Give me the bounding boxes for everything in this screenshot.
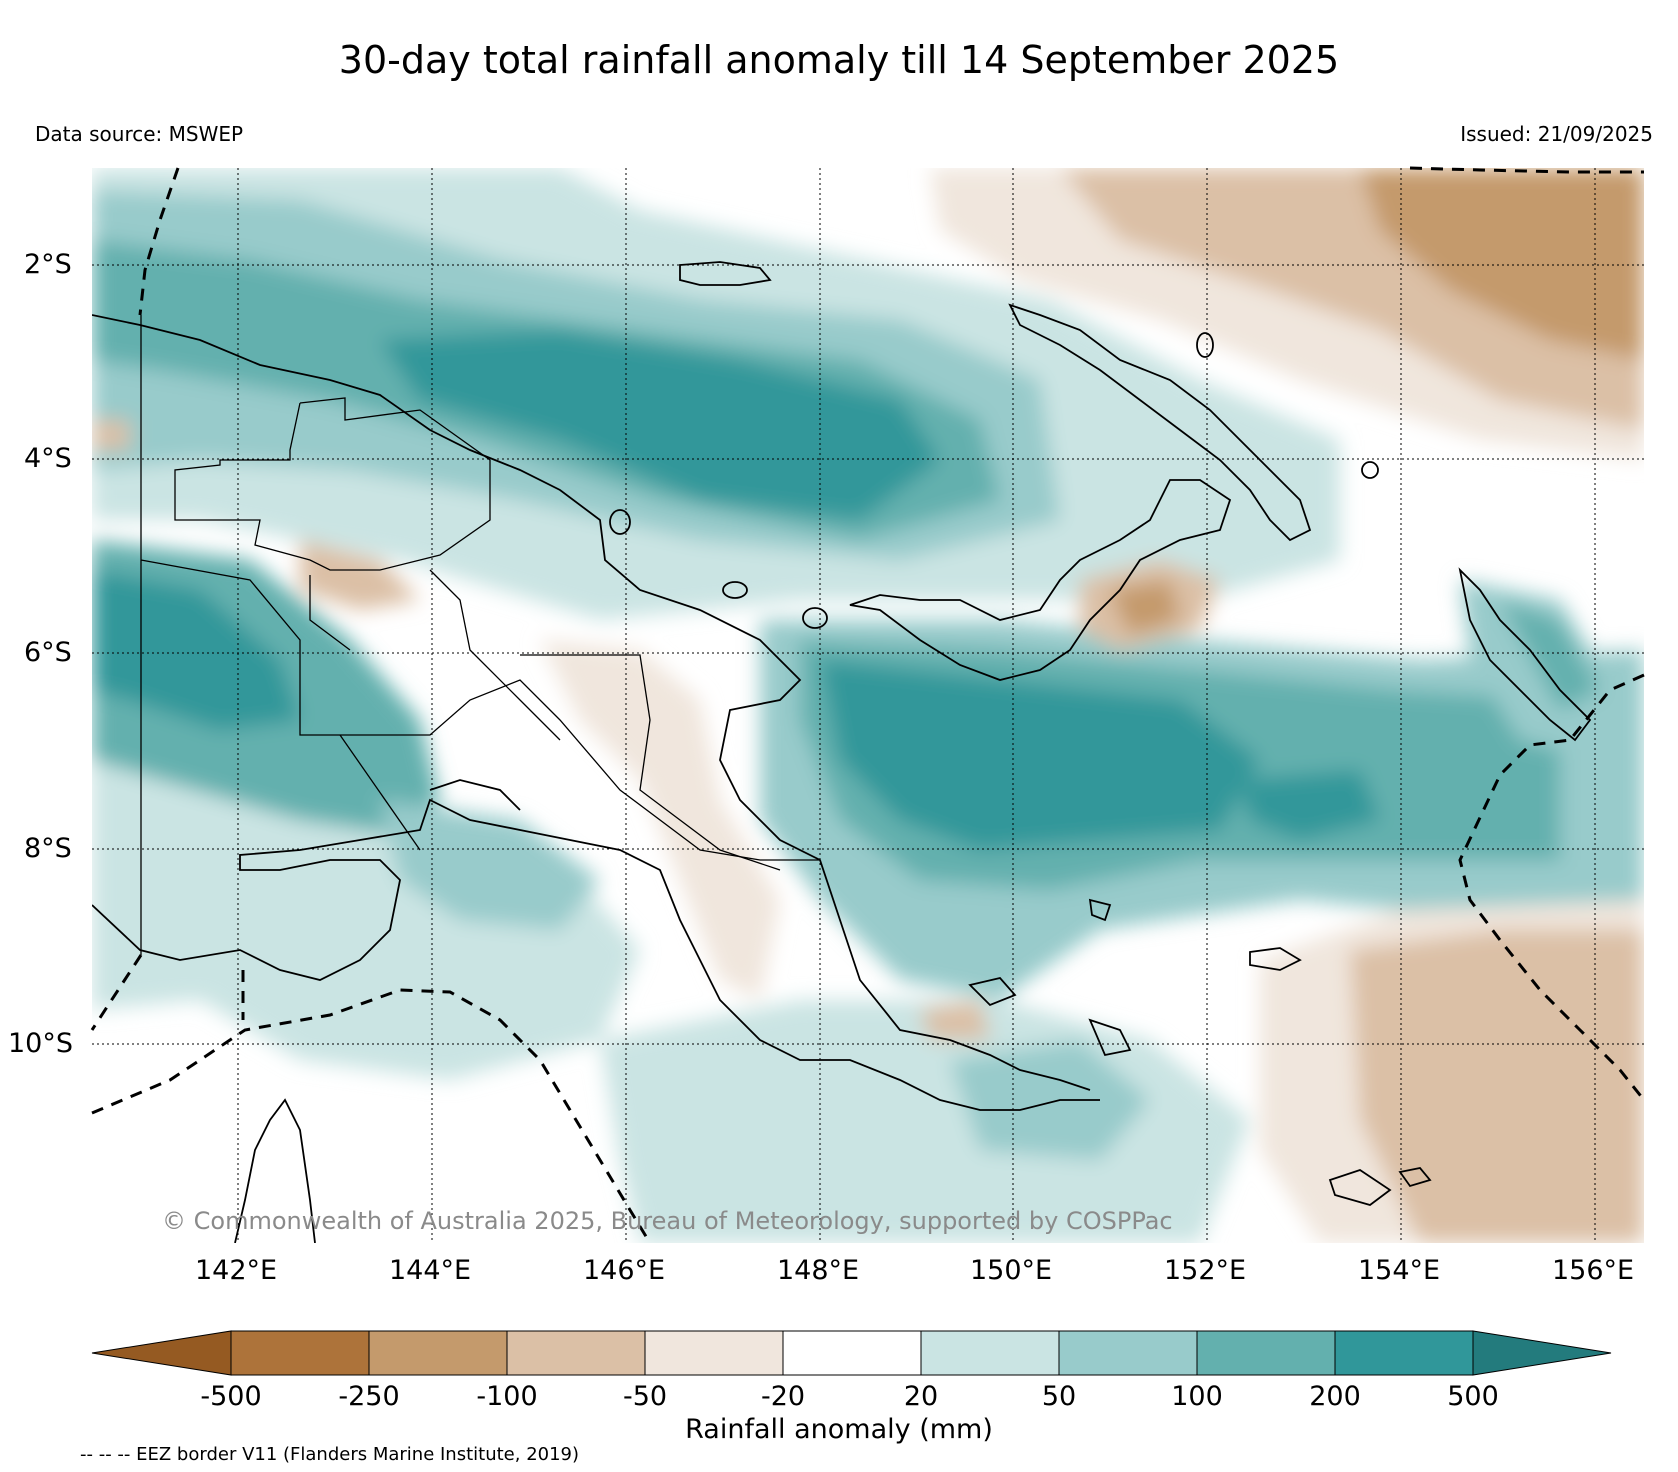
colorbar-tick-label: 100 <box>1171 1381 1223 1412</box>
colorbar-extend-low <box>91 1330 232 1376</box>
colorbar-bin <box>782 1330 922 1376</box>
colorbar-tick-label: 20 <box>903 1381 939 1412</box>
province-borders <box>140 315 820 955</box>
eez-border-note: -- -- -- EEZ border V11 (Flanders Marine… <box>80 1444 580 1465</box>
colorbar-bin <box>1058 1330 1198 1376</box>
copyright-notice: © Commonwealth of Australia 2025, Bureau… <box>162 1207 1173 1235</box>
colorbar-title: Rainfall anomaly (mm) <box>685 1414 993 1445</box>
colorbar-tick-label: 50 <box>1041 1381 1077 1412</box>
lon-tick-label: 142°E <box>195 1255 278 1286</box>
lon-tick-label: 154°E <box>1358 1255 1441 1286</box>
colorbar-tick-label: -100 <box>476 1381 538 1412</box>
colorbar-tick-label: -20 <box>760 1381 806 1412</box>
lat-tick-label: 4°S <box>24 443 72 474</box>
colorbar-bin <box>368 1330 508 1376</box>
lon-tick-label: 150°E <box>970 1255 1053 1286</box>
issued-date-label: Issued: 21/09/2025 <box>1460 122 1653 146</box>
colorbar-bin <box>644 1330 784 1376</box>
data-source-label: Data source: MSWEP <box>35 122 244 146</box>
colorbar-bin <box>1334 1330 1474 1376</box>
chart-title: 30-day total rainfall anomaly till 14 Se… <box>338 38 1340 82</box>
gridlines <box>92 168 1644 1243</box>
colorbar-bin <box>230 1330 370 1376</box>
coastline <box>92 261 1592 1243</box>
colorbar <box>91 1330 1612 1376</box>
colorbar-extend-high <box>1472 1330 1612 1376</box>
colorbar-bin <box>506 1330 646 1376</box>
colorbar-bin <box>920 1330 1060 1376</box>
colorbar-tick-label: 500 <box>1447 1381 1499 1412</box>
lat-tick-label: 6°S <box>24 637 72 668</box>
colorbar-tick-label: -50 <box>622 1381 668 1412</box>
lon-tick-label: 156°E <box>1552 1255 1635 1286</box>
colorbar-tick-label: -250 <box>338 1381 400 1412</box>
colorbar-bin <box>1196 1330 1336 1376</box>
lat-tick-label: 10°S <box>8 1028 73 1059</box>
colorbar-tick-label: -500 <box>200 1381 262 1412</box>
lon-tick-label: 144°E <box>389 1255 472 1286</box>
lat-tick-label: 8°S <box>24 833 72 864</box>
eez-border <box>90 166 1646 1244</box>
colorbar-tick-label: 200 <box>1309 1381 1361 1412</box>
lon-tick-label: 148°E <box>777 1255 860 1286</box>
lon-tick-label: 152°E <box>1164 1255 1247 1286</box>
lon-tick-label: 146°E <box>583 1255 666 1286</box>
anomaly-field <box>92 168 1644 1243</box>
lat-tick-label: 2°S <box>24 249 72 280</box>
